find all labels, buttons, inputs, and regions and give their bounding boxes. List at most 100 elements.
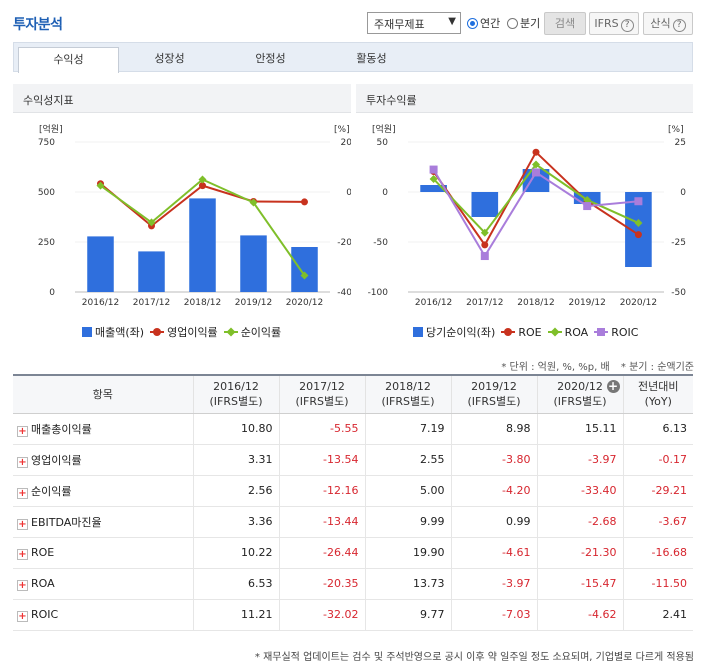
expand-row-icon[interactable]: + (17, 487, 28, 499)
right-tick-label: -25 (671, 238, 686, 248)
ifrs-button[interactable]: IFRS? (589, 12, 639, 35)
legend-label: ROIC (611, 326, 639, 339)
legend-label: ROE (518, 326, 542, 339)
data-point (199, 182, 206, 190)
value-cell: 8.98 (451, 413, 538, 445)
expand-row-icon[interactable]: + (17, 579, 28, 591)
value-cell: -21.30 (537, 537, 624, 569)
legend-item[interactable]: 당기순이익(좌) (413, 324, 495, 340)
report-type-select[interactable]: 주재무제표 ▼ (367, 12, 461, 34)
column-header: 2020/12 (IFRS별도) + (537, 375, 624, 414)
value-cell: 6.53 (193, 568, 280, 600)
ifrs-button-label: IFRS (594, 17, 619, 30)
left-tick-label: 500 (38, 188, 55, 198)
legend-item[interactable]: ROA (547, 326, 588, 339)
tab-growth[interactable]: 성장성 (154, 52, 185, 65)
data-point (532, 168, 540, 177)
expand-row-icon[interactable]: + (17, 610, 28, 622)
expand-row-icon[interactable]: + (17, 425, 28, 437)
x-tick-label: 2018/12 (517, 298, 554, 308)
row-label: ROIC (31, 607, 59, 621)
right-tick-label: 0 (346, 188, 351, 198)
column-year: 2016/12 (213, 380, 259, 394)
value-cell: 9.99 (365, 506, 452, 538)
value-cell: 10.22 (193, 537, 280, 569)
value-cell: 7.19 (365, 413, 452, 445)
data-point (532, 160, 540, 169)
value-cell: -3.67 (623, 506, 693, 538)
row-label: 매출총이익률 (31, 422, 92, 436)
yoy-header: 전년대비 (YoY) (623, 375, 693, 414)
legend-swatch (594, 327, 609, 337)
row-label: EBITDA마진율 (31, 515, 102, 529)
row-label-cell[interactable]: + 순이익률 (13, 475, 194, 507)
expand-row-icon[interactable]: + (17, 518, 28, 530)
page-title: 투자분석 (13, 17, 63, 33)
header: 투자분석 주재무제표 ▼ 연간 분기 검색 IFRS? 산식? (0, 0, 707, 40)
x-tick-label: 2020/12 (620, 298, 657, 308)
row-label-cell[interactable]: + EBITDA마진율 (13, 506, 194, 538)
return-chart-panel: 투자수익률 [억원] [%] 50 25 0 0 -50 -25 -100 -50 2016/12 2… (356, 84, 693, 346)
radio-annual[interactable]: 연간 (467, 15, 500, 31)
table-header-row: 항목 2016/12 (IFRS별도) 2017/12 (IFRS별도) 2018/… (13, 375, 693, 414)
row-label-cell[interactable]: + ROIC (13, 599, 194, 631)
expand-row-icon[interactable]: + (17, 456, 28, 468)
row-label: 영업이익률 (31, 453, 82, 467)
table-row: + 순이익률 2.56 -12.16 5.00 -4.20 -33.40 -29.21 (13, 475, 693, 507)
legend-marker (153, 328, 162, 336)
help-icon: ? (672, 19, 686, 32)
value-cell: -32.02 (279, 599, 366, 631)
row-label-cell[interactable]: + 영업이익률 (13, 444, 194, 476)
legend-item[interactable]: 순이익률 (223, 324, 281, 340)
column-year: 2017/12 (299, 380, 345, 394)
row-label-cell[interactable]: + 매출총이익률 (13, 413, 194, 445)
tab-profitability[interactable]: 수익성 (18, 47, 119, 73)
legend-swatch (501, 327, 516, 337)
return-chart: [억원] [%] 50 25 0 0 -50 -25 -100 -50 2016/12 2017/12… (368, 123, 687, 308)
row-label-cell[interactable]: + ROE (13, 537, 194, 569)
left-tick-label: -100 (368, 288, 389, 298)
value-cell: 11.21 (193, 599, 280, 631)
column-year: 2019/12 (471, 380, 517, 394)
legend-item[interactable]: ROE (501, 326, 542, 339)
row-label-cell[interactable]: + ROA (13, 568, 194, 600)
data-point (96, 181, 105, 190)
row-label: 순이익률 (31, 484, 72, 498)
data-point (532, 148, 540, 156)
tab-stability[interactable]: 안정성 (255, 52, 286, 65)
value-cell: -5.55 (279, 413, 366, 445)
radio-quarter[interactable]: 분기 (507, 15, 540, 31)
x-tick-label: 2019/12 (235, 298, 272, 308)
x-tick-label: 2018/12 (184, 298, 221, 308)
value-cell: 15.11 (537, 413, 624, 445)
search-button[interactable]: 검색 (544, 12, 586, 35)
data-point (249, 198, 258, 207)
legend-marker (504, 328, 513, 336)
value-cell: -4.20 (451, 475, 538, 507)
legend-item[interactable]: 영업이익률 (150, 324, 218, 340)
table-row: + ROA 6.53 -20.35 13.73 -3.97 -15.47 -11.50 (13, 568, 693, 600)
bar (420, 185, 447, 192)
column-basis: (IFRS별도) (209, 395, 263, 409)
value-cell: -4.62 (537, 599, 624, 631)
column-basis: (IFRS별도) (381, 395, 435, 409)
formula-button[interactable]: 산식? (643, 12, 693, 35)
legend-item[interactable]: 매출액(좌) (82, 324, 144, 340)
yoy-header-line2: (YoY) (644, 395, 672, 409)
tab-activity[interactable]: 활동성 (356, 52, 387, 65)
column-header: 2017/12 (IFRS별도) (279, 375, 366, 414)
data-point (634, 197, 643, 206)
report-type-value: 주재무제표 (374, 18, 425, 31)
legend-marker (550, 327, 560, 337)
data-point (480, 252, 489, 261)
column-header: 2018/12 (IFRS별도) (365, 375, 452, 414)
data-point (480, 228, 489, 237)
data-point (301, 198, 308, 206)
expand-row-icon[interactable]: + (17, 548, 28, 560)
right-tick-label: -40 (337, 288, 351, 298)
right-tick-label: 20 (341, 138, 351, 148)
data-point (634, 231, 642, 239)
data-point (429, 165, 438, 174)
expand-columns-icon[interactable]: + (606, 379, 620, 393)
legend-item[interactable]: ROIC (594, 326, 638, 339)
